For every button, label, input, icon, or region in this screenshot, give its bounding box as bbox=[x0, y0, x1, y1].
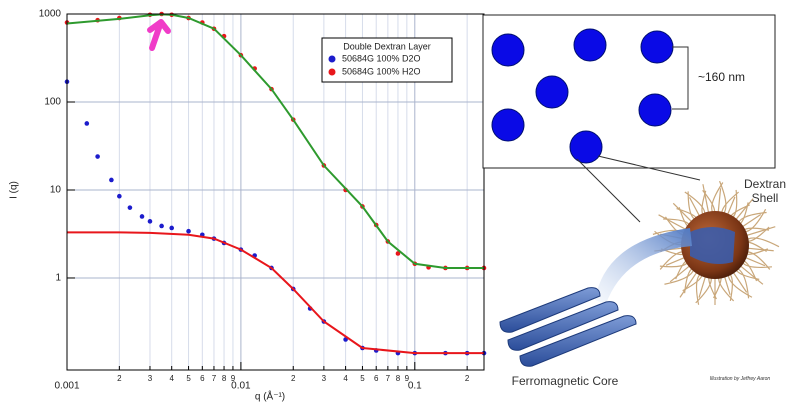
y-tick-label: 1 bbox=[55, 273, 61, 284]
data-point bbox=[95, 154, 100, 159]
data-point bbox=[169, 225, 174, 231]
x-tick-label: 6 bbox=[200, 374, 205, 383]
x-tick-label: 0.01 bbox=[231, 381, 251, 392]
x-tick-label: 5 bbox=[186, 374, 191, 383]
x-tick-label: 2 bbox=[117, 374, 122, 383]
y-tick-label: 100 bbox=[44, 97, 61, 108]
plot-marks bbox=[64, 11, 487, 356]
particles bbox=[491, 28, 674, 164]
dextran-hairs bbox=[652, 180, 780, 305]
x-tick-label: 4 bbox=[169, 374, 174, 383]
legend-label: 50684G 100% D2O bbox=[342, 53, 421, 63]
y-axis-title: I (q) bbox=[9, 181, 20, 199]
legend: Double Dextran Layer 50684G 100% D2O 50684… bbox=[321, 37, 453, 83]
x-tick-label: 9 bbox=[405, 374, 410, 383]
y-tick-label: 10 bbox=[50, 185, 62, 196]
hair bbox=[717, 188, 722, 216]
scale-bracket bbox=[672, 46, 689, 110]
x-tick-label: 2 bbox=[465, 374, 470, 383]
x-tick-label: 6 bbox=[374, 374, 379, 383]
hair bbox=[711, 182, 724, 216]
x-tick-label: 3 bbox=[322, 374, 327, 383]
data-point bbox=[109, 177, 114, 183]
shell-label: Dextran Shell bbox=[743, 177, 787, 205]
core-label: Ferromagnetic Core bbox=[511, 374, 619, 388]
hair bbox=[744, 247, 774, 252]
data-point bbox=[139, 214, 145, 219]
x-tick-label: 7 bbox=[386, 374, 391, 383]
data-point bbox=[117, 193, 122, 199]
legend-title: Double Dextran Layer bbox=[343, 41, 431, 51]
x-tick-label: 0.001 bbox=[54, 381, 79, 392]
x-tick-label: 8 bbox=[396, 374, 401, 383]
x-tick-label: 2 bbox=[291, 374, 296, 383]
credit: Illustration by Jeffrey Aaron bbox=[709, 376, 771, 382]
rods bbox=[499, 287, 637, 367]
data-point bbox=[127, 205, 133, 210]
particle-box bbox=[482, 14, 776, 169]
plot-frame bbox=[66, 13, 485, 371]
hair bbox=[679, 269, 699, 298]
annotation-arrow bbox=[147, 19, 171, 51]
legend-label: 50684G 100% H2O bbox=[342, 66, 421, 76]
scale-label: ~160 nm bbox=[698, 70, 745, 84]
fit-line bbox=[66, 13, 484, 269]
zoom-lines bbox=[576, 155, 701, 223]
data-point bbox=[395, 251, 401, 256]
x-tick-label: 4 bbox=[343, 374, 348, 383]
fit-line bbox=[67, 231, 484, 355]
legend-box bbox=[321, 37, 453, 83]
data-point bbox=[159, 223, 164, 229]
x-tick-label: 5 bbox=[360, 374, 365, 383]
x-tick-label: 7 bbox=[212, 374, 217, 383]
legend-marker bbox=[328, 68, 336, 76]
x-tick-label: 3 bbox=[148, 374, 153, 383]
hair bbox=[695, 272, 704, 305]
core-rods bbox=[690, 227, 735, 264]
x-axis-title: q (Å⁻¹) bbox=[255, 390, 285, 403]
hair bbox=[664, 266, 695, 285]
data-point bbox=[147, 219, 153, 224]
data-point bbox=[186, 228, 191, 234]
x-tick-label: 0.1 bbox=[408, 381, 422, 392]
legend-marker bbox=[328, 55, 336, 63]
x-tick-label: 9 bbox=[231, 374, 236, 383]
data-point bbox=[84, 121, 90, 126]
stream bbox=[595, 228, 692, 304]
y-tick-label: 1000 bbox=[39, 9, 62, 20]
x-tick-label: 8 bbox=[222, 374, 227, 383]
